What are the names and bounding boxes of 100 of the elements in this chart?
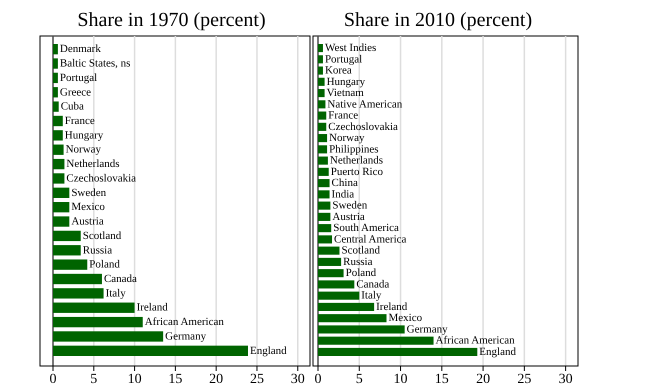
- bar: [318, 168, 329, 176]
- y-tick-label: Germany: [406, 323, 448, 336]
- y-tick-label: Italy: [106, 287, 126, 300]
- y-tick-label: Portugal: [324, 53, 362, 66]
- bar: [318, 44, 323, 52]
- y-tick-label: South America: [333, 222, 400, 234]
- bar: [53, 274, 102, 284]
- bar: [318, 122, 326, 131]
- y-tick-label: Mexico: [71, 201, 106, 214]
- bar: [318, 190, 330, 198]
- x-tick-label: 5: [90, 372, 98, 387]
- y-tick-label: Canada: [104, 273, 138, 286]
- x-tick-label: 5: [356, 372, 363, 387]
- y-tick-label: Norway: [329, 132, 366, 144]
- y-tick-label: Austria: [332, 210, 365, 223]
- y-tick-label: Puerto Rico: [330, 166, 384, 178]
- chart-title: Share in 1970 (percent): [77, 9, 266, 31]
- y-tick-label: Czechoslovakia: [66, 172, 136, 184]
- y-tick-label: Czechoslovakia: [328, 120, 398, 133]
- bar: [53, 101, 59, 112]
- y-tick-label: African American: [436, 334, 516, 347]
- bar: [53, 202, 70, 212]
- bar: [318, 66, 323, 75]
- bar: [53, 288, 104, 299]
- x-tick-label: 10: [128, 372, 142, 387]
- y-tick-label: Russia: [82, 244, 112, 256]
- bar: [318, 78, 325, 86]
- bar: [53, 331, 164, 342]
- x-tick-label: 0: [50, 372, 56, 387]
- bar: [53, 158, 64, 170]
- bar: [53, 302, 135, 313]
- y-tick-label: Central America: [334, 233, 407, 246]
- bar: [318, 156, 328, 165]
- bar: [318, 100, 326, 108]
- y-tick-label: Poland: [89, 258, 120, 271]
- y-tick-label: Netherlands: [66, 158, 120, 170]
- y-tick-label: West Indies: [324, 42, 376, 54]
- y-tick-label: Cuba: [60, 100, 84, 113]
- bar: [53, 316, 143, 328]
- y-tick-label: Germany: [165, 330, 207, 342]
- y-tick-label: Italy: [361, 290, 382, 302]
- bar: [318, 112, 326, 120]
- x-tick-label: 0: [314, 372, 322, 387]
- bar: [318, 280, 354, 288]
- y-tick-label: France: [328, 110, 358, 122]
- y-tick-label: Scotland: [341, 244, 380, 257]
- y-tick-label: Norway: [66, 144, 102, 156]
- bar: [53, 245, 81, 256]
- y-tick-label: Greece: [60, 86, 92, 98]
- y-tick-label: Mexico: [388, 312, 423, 324]
- y-tick-label: India: [332, 188, 354, 200]
- x-tick-label: 20: [476, 372, 490, 387]
- y-tick-label: Scotland: [82, 230, 122, 242]
- y-tick-label: Sweden: [332, 200, 368, 212]
- bar: [318, 212, 330, 221]
- y-tick-label: Hungary: [326, 76, 366, 88]
- bar: [53, 259, 88, 270]
- bar: [318, 314, 387, 322]
- bar: [53, 58, 58, 69]
- y-tick-label: Austria: [71, 216, 104, 228]
- y-tick-label: African American: [144, 316, 224, 328]
- bar: [318, 235, 332, 244]
- x-tick-label: 30: [290, 372, 305, 387]
- bar: [318, 348, 478, 356]
- bar: [318, 224, 332, 232]
- y-tick-label: Baltic States, ns: [60, 58, 130, 70]
- chart-title: Share in 2010 (percent): [344, 9, 532, 31]
- y-tick-label: France: [64, 114, 95, 127]
- y-tick-label: Portugal: [60, 72, 98, 84]
- bar: [53, 230, 81, 242]
- y-tick-label: Poland: [346, 267, 377, 280]
- y-tick-label: Canada: [356, 278, 390, 290]
- y-tick-label: Netherlands: [330, 154, 384, 167]
- x-tick-label: 20: [209, 372, 224, 387]
- bar: [53, 130, 63, 141]
- y-tick-label: England: [250, 344, 288, 357]
- bar: [53, 44, 58, 54]
- bar: [318, 302, 374, 311]
- x-tick-label: 30: [558, 372, 573, 387]
- x-tick-label: 25: [517, 372, 532, 387]
- y-tick-label: Vietnam: [326, 87, 364, 100]
- bar: [318, 258, 342, 266]
- y-tick-label: Native American: [327, 98, 403, 110]
- y-tick-label: Ireland: [376, 300, 408, 313]
- bar: [53, 116, 63, 126]
- x-tick-label: 15: [168, 372, 182, 387]
- bar: [318, 292, 360, 300]
- y-tick-label: China: [332, 177, 358, 190]
- y-tick-label: Hungary: [64, 129, 104, 142]
- x-tick-label: 25: [250, 372, 264, 387]
- y-tick-label: Philippines: [329, 143, 379, 156]
- bar: [318, 134, 328, 142]
- y-tick-label: Korea: [324, 64, 352, 77]
- bar: [318, 89, 325, 98]
- bar: [318, 336, 434, 345]
- y-tick-label: Sweden: [71, 186, 107, 199]
- bar: [53, 87, 58, 98]
- bar: [53, 346, 248, 356]
- x-tick-label: 15: [434, 372, 449, 387]
- y-tick-label: Ireland: [136, 302, 168, 314]
